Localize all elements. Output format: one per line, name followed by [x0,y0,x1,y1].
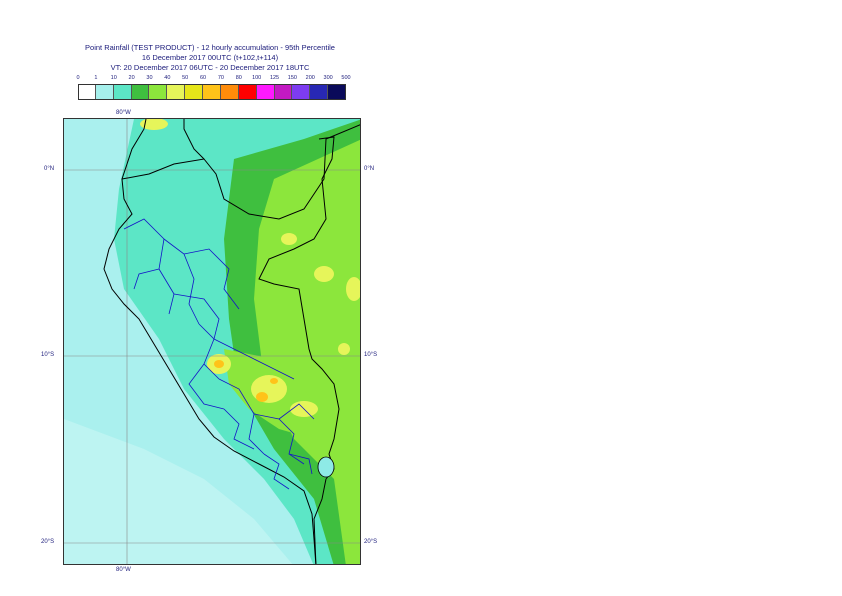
legend-swatch [238,84,257,100]
legend-swatch [292,84,311,100]
legend-tick-label: 50 [182,75,189,81]
legend-tick-label: 100 [252,75,262,81]
rain-spot-orange-3 [270,378,278,384]
legend-swatch [149,84,168,100]
lat-label-right-0: 0°N [364,166,375,172]
legend-tick-label: 30 [146,75,153,81]
legend-swatch [274,84,293,100]
lon-label-top: 80°W [116,110,131,116]
lat-label-right-20: 20°S [364,539,378,545]
rain-spot-orange-1 [214,360,224,368]
legend-swatch [203,84,221,100]
title-line-1: Point Rainfall (TEST PRODUCT) - 12 hourl… [85,43,335,52]
legend-swatch [220,84,239,100]
rain-spot-yellow-8 [140,119,168,130]
legend-tick-label: 200 [305,75,315,81]
legend-tick-label: 1 [94,75,98,81]
title-line-2: 16 December 2017 00UTC (t+102,t+114) [141,53,279,62]
rain-spot-yellow-2 [346,277,360,301]
lon-label-bottom: 80°W [116,567,131,573]
rain-spot-yellow-7 [281,233,297,245]
lat-label-left-20: 20°S [41,539,55,545]
legend-swatch [310,84,329,100]
legend-swatch [256,84,275,100]
border-ecuador [121,124,360,220]
lat-label-left-10: 10°S [41,352,55,358]
legend-tick-label: 40 [164,75,171,81]
legend-swatch [328,84,346,100]
legend-tick-label: 500 [341,75,351,81]
legend-tick-label: 20 [128,75,135,81]
legend-swatch [131,84,150,100]
legend-swatch [185,84,204,100]
rainfall-map [63,118,361,565]
border-inner [183,119,205,160]
rain-spot-yellow-5 [251,375,287,403]
lake-titicaca [317,456,335,478]
map-svg [64,119,360,564]
legend-tick-label: 80 [235,75,242,81]
regional-boundaries [123,218,315,490]
lat-label-left-0: 0°N [44,166,55,172]
legend-swatch [78,84,96,100]
rain-spot-yellow-1 [314,266,334,282]
legend-swatch [167,84,186,100]
rain-spot-yellow-3 [338,343,350,355]
sea-light-band [64,419,293,564]
lat-label-right-10: 10°S [364,352,378,358]
legend-tick-label: 125 [269,75,280,81]
legend-tick-label: 150 [287,75,297,81]
legend-tick-label: 0 [76,75,80,81]
title-line-3: VT: 20 December 2017 06UTC - 20 December… [110,63,310,72]
legend-tick-label: 300 [323,75,333,81]
coastline [103,119,317,564]
legend-tick-label: 70 [217,75,224,81]
rain-area-lime [254,139,360,564]
rain-spot-orange-2 [256,392,268,402]
legend-tick-label: 10 [110,75,117,81]
legend-tick-label: 60 [200,75,207,81]
border-brazil [258,136,340,480]
legend-swatch [113,84,132,100]
legend-swatch [95,84,114,100]
border-bolivia [313,478,327,564]
